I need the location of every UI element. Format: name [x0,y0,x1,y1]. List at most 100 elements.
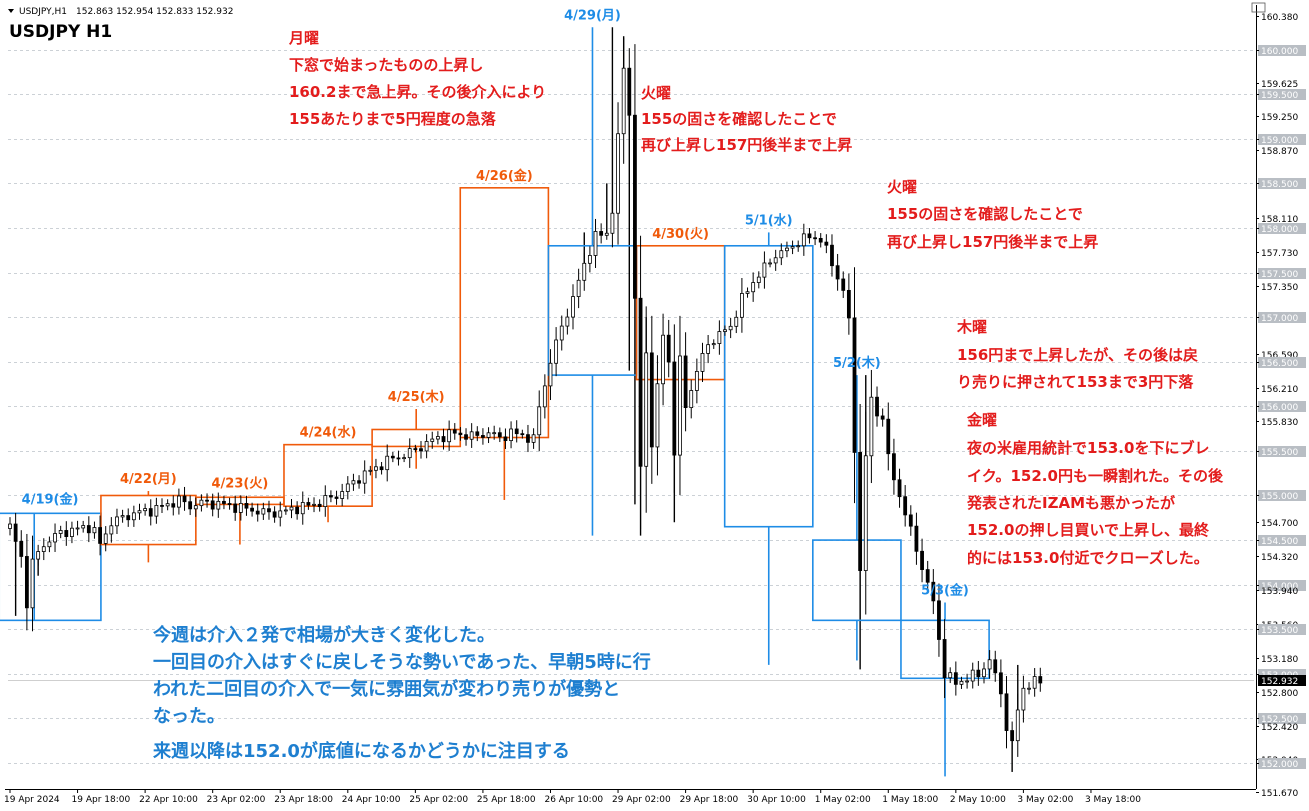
candle-body [976,669,981,678]
price-tag-bg [1258,357,1306,368]
candle-body [537,406,542,436]
price-tag-bg [1258,268,1306,279]
price-tick-label: 156.500 [1261,359,1298,369]
candle-body [469,431,474,440]
candle-body [548,362,553,387]
daily-box [0,512,102,622]
time-tick-label: 1 May 02:00 [815,795,871,805]
candle-body [81,525,86,529]
price-tick-label: 157.730 [1261,249,1298,259]
candle-body [154,505,159,517]
candle-body [869,396,874,457]
candle-body [931,581,936,602]
summary-line: 今週は介入２発で相場が大きく変化した。 [153,624,495,646]
candle-body [64,530,69,537]
price-tick-label: 155.000 [1261,492,1298,502]
price-tick-label: 158.000 [1261,225,1298,235]
note-line: 156円まで上昇したが、その後は戻 [957,346,1198,364]
candle-body [199,499,204,507]
candle-body [300,502,305,515]
candle-body [599,231,604,236]
candle-body [531,434,536,443]
candle-body [255,510,260,515]
price-tick-label: 156.000 [1261,403,1298,413]
candle-body [475,431,480,436]
price-tick-label: 154.500 [1261,537,1298,547]
price-tag-bg [1258,45,1306,56]
candle-body [317,503,322,508]
candle-body [362,470,367,484]
time-tick-label: 30 Apr 10:00 [747,795,806,805]
note-line: 再び上昇し157円後半まで上昇 [887,233,1098,251]
note-line: イク。152.0円も一瞬割れた。その後 [967,467,1224,485]
price-tick-label: 153.180 [1261,655,1298,665]
candle-body [435,436,440,440]
candle-body [419,448,423,452]
note-line: 155の固さを確認したことで [887,205,1083,223]
candle-body [165,503,170,507]
time-tick-label: 22 Apr 10:00 [139,795,198,805]
time-tick-label: 23 Apr 02:00 [207,795,266,805]
price-tick-label: 159.000 [1261,136,1298,146]
candle-body [717,331,722,344]
candle-body [897,479,902,498]
price-tick-label: 158.110 [1261,215,1298,225]
candle-layer [8,38,1043,757]
candle-body [644,352,649,467]
candle-body [385,455,390,471]
candle-body [402,457,407,460]
candle-body [965,680,969,683]
candle-body [75,527,80,530]
time-tick-label: 3 May 02:00 [1017,795,1073,805]
time-tick-label: 29 Apr 18:00 [680,795,739,805]
candle-body [925,569,930,583]
price-tag-bg [1258,624,1306,635]
chevron-down-icon[interactable] [8,9,14,13]
candle-body [357,480,361,484]
candle-body [807,233,812,239]
candle-body [452,429,457,434]
candle-body [30,558,35,609]
price-tag-bg [1258,758,1306,769]
candle-body [526,434,530,443]
candle-body [13,523,18,542]
price-tag-bg [1258,401,1306,412]
candle-body [137,510,142,514]
candle-body [880,415,885,420]
friday-note: 金曜 夜の米雇用統計で153.0を下にブレ イク。152.0円も一瞬割れた。その… [966,411,1224,567]
price-tick-label: 159.250 [1261,113,1298,123]
candle-body [841,278,846,291]
candle-body [334,496,339,499]
note-line: 火曜 [887,178,917,196]
scroll-lock-icon[interactable] [1251,2,1266,13]
price-tick-label: 152.420 [1261,723,1298,733]
candle-body [813,237,817,240]
price-tick-label: 155.500 [1261,448,1298,458]
candle-body [222,500,226,504]
candle-body [98,527,102,544]
note-line: 発表されたIZAMも悪かったが [966,494,1176,512]
candle-body [120,515,125,518]
note-line: 木曜 [956,318,987,336]
candle-body [779,250,784,259]
time-tick-label: 2 May 10:00 [950,795,1006,805]
candle-body [250,507,254,512]
candle-body [678,355,682,456]
candle-body [846,289,851,319]
grid-layer [8,50,1254,764]
candle-body [424,441,429,452]
price-tick-label: 152.500 [1261,715,1298,725]
candle-body [908,514,913,527]
candle-body [283,509,288,512]
candle-body [92,527,97,534]
time-tick-label: 3 May 18:00 [1085,795,1141,805]
note-line: 152.0の押し目買いで上昇し、最終 [967,521,1210,539]
candle-body [751,282,756,293]
candle-body [683,355,688,409]
candle-body [852,317,857,453]
candle-body [998,672,1003,695]
current-price-label: 152.932 [1261,677,1298,687]
time-tick-label: 25 Apr 02:00 [409,795,468,805]
candle-body [509,428,513,442]
